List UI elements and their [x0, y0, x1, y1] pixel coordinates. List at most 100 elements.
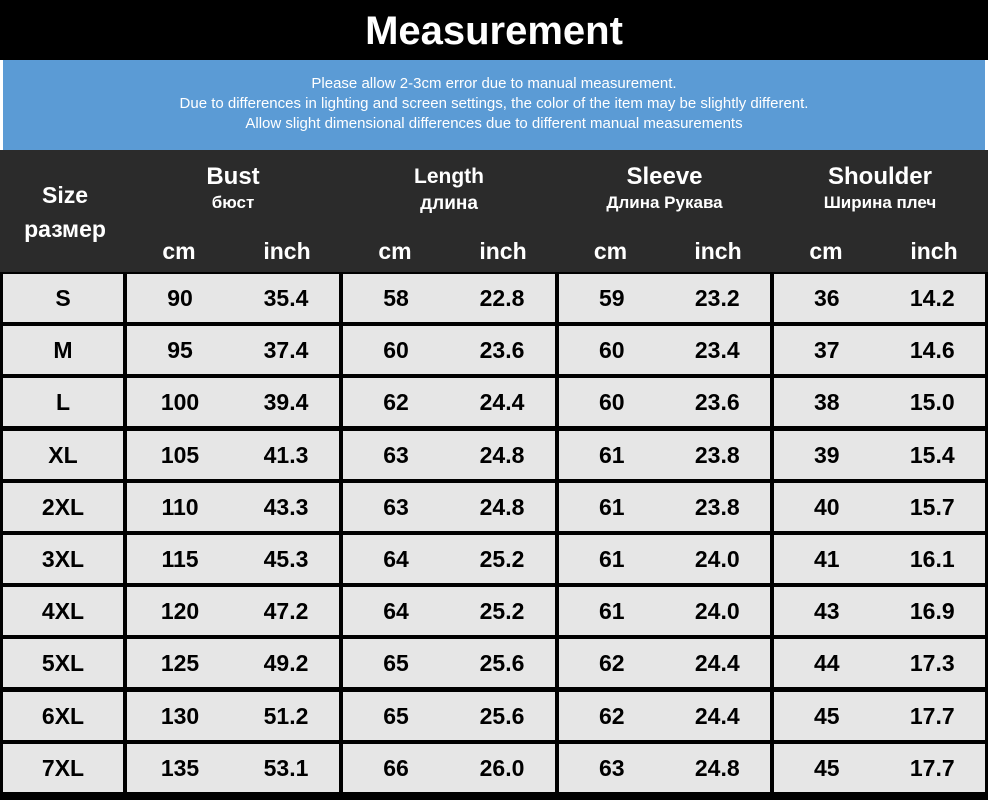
- bust-inch-value: 43.3: [263, 494, 309, 520]
- table-row: 6XL 130 51.2 65 25.6 62 24.4 45 17.7: [0, 692, 988, 740]
- bust-inch-value: 39.4: [263, 389, 309, 415]
- length-cm-value: 65: [383, 650, 409, 676]
- size-cell: XL: [3, 431, 123, 479]
- bust-group-cell: 125 49.2: [127, 639, 339, 687]
- size-cell: 4XL: [3, 587, 123, 635]
- shoulder-inch-value: 15.7: [909, 494, 955, 520]
- size-cell: M: [3, 326, 123, 374]
- title-bar: Measurement: [0, 0, 988, 60]
- sleeve-inch-value: 23.2: [694, 285, 740, 311]
- shoulder-cm-value: 43: [813, 598, 840, 624]
- bust-header-ru: бюст: [211, 193, 255, 212]
- shoulder-cm-value: 45: [813, 703, 840, 729]
- size-cell: 6XL: [3, 692, 123, 740]
- length-header-ru: длина: [420, 193, 478, 214]
- shoulder-group-cell: 45 17.7: [774, 692, 985, 740]
- sleeve-inch-header: inch: [694, 238, 742, 264]
- length-cm-value: 63: [383, 442, 409, 468]
- notice-line: Allow slight dimensional differences due…: [245, 115, 743, 132]
- length-group-cell: 64 25.2: [343, 587, 555, 635]
- length-group-cell: 63 24.8: [343, 483, 555, 531]
- bust-group-cell: 115 45.3: [127, 535, 339, 583]
- bust-cm-value: 90: [167, 285, 193, 311]
- shoulder-header-ru: Ширина плеч: [823, 193, 937, 212]
- sleeve-group-cell: 61 23.8: [559, 483, 770, 531]
- sleeve-cm-value: 60: [598, 337, 625, 363]
- size-cell: 5XL: [3, 639, 123, 687]
- length-group-cell: 66 26.0: [343, 744, 555, 792]
- sleeve-inch-value: 23.4: [694, 337, 740, 363]
- sleeve-cm-value: 61: [598, 598, 625, 624]
- length-inch-value: 25.6: [479, 650, 525, 676]
- sleeve-cm-value: 61: [598, 442, 625, 468]
- bust-inch-value: 41.3: [263, 442, 309, 468]
- bust-inch-value: 45.3: [263, 546, 309, 572]
- bust-group-cell: 135 53.1: [127, 744, 339, 792]
- shoulder-cm-value: 41: [813, 546, 840, 572]
- bust-inch-value: 47.2: [263, 598, 309, 624]
- length-inch-value: 24.8: [479, 494, 525, 520]
- bust-inch-value: 35.4: [263, 285, 309, 311]
- bust-cm-value: 130: [160, 703, 200, 729]
- sleeve-cm-value: 62: [598, 650, 625, 676]
- bust-group-cell: 130 51.2: [127, 692, 339, 740]
- length-cm-value: 58: [383, 285, 409, 311]
- size-header-ru: размер: [24, 216, 106, 242]
- length-inch-value: 25.2: [479, 598, 525, 624]
- bust-cm-value: 105: [160, 442, 200, 468]
- bust-cm-value: 95: [167, 337, 193, 363]
- sleeve-cm-value: 60: [598, 389, 625, 415]
- sleeve-cm-value: 63: [598, 755, 625, 781]
- sleeve-inch-value: 23.8: [694, 494, 740, 520]
- bust-group-cell: 105 41.3: [127, 431, 339, 479]
- length-group-cell: 65 25.6: [343, 639, 555, 687]
- size-table-body: S 90 35.4 58 22.8 59 23.2 36 14.2 M 95 37.4 60 23.6 60…: [0, 272, 988, 800]
- bust-cm-value: 110: [161, 494, 199, 520]
- sleeve-group-cell: 63 24.8: [559, 744, 770, 792]
- length-inch-value: 25.6: [479, 703, 525, 729]
- sleeve-inch-value: 24.4: [694, 703, 740, 729]
- sleeve-inch-value: 23.6: [694, 389, 740, 415]
- length-inch-value: 24.8: [479, 442, 525, 468]
- shoulder-cm-value: 39: [813, 442, 840, 468]
- length-cm-value: 65: [383, 703, 409, 729]
- shoulder-cm-value: 38: [813, 389, 840, 415]
- sleeve-group-cell: 60 23.6: [559, 378, 770, 426]
- shoulder-group-cell: 43 16.9: [774, 587, 985, 635]
- table-row: 5XL 125 49.2 65 25.6 62 24.4 44 17.3: [0, 639, 988, 687]
- bust-cm-value: 120: [160, 598, 200, 624]
- length-inch-value: 25.2: [479, 546, 525, 572]
- length-cm-value: 63: [383, 494, 409, 520]
- bust-inch-value: 51.2: [263, 703, 309, 729]
- length-cm-header: cm: [378, 238, 412, 264]
- table-row: M 95 37.4 60 23.6 60 23.4 37 14.6: [0, 326, 988, 374]
- size-header: Size: [41, 182, 89, 208]
- shoulder-inch-value: 15.0: [909, 389, 955, 415]
- sleeve-inch-value: 24.4: [694, 650, 740, 676]
- bust-cm-header: cm: [162, 238, 196, 264]
- shoulder-group-cell: 40 15.7: [774, 483, 985, 531]
- shoulder-group-cell: 41 16.1: [774, 535, 985, 583]
- sleeve-group-cell: 62 24.4: [559, 639, 770, 687]
- shoulder-cm-header: cm: [809, 238, 843, 264]
- sleeve-inch-value: 24.0: [694, 598, 740, 624]
- shoulder-group-cell: 45 17.7: [774, 744, 985, 792]
- bust-cm-value: 135: [160, 755, 200, 781]
- shoulder-cm-value: 40: [813, 494, 840, 520]
- sleeve-group-cell: 61 23.8: [559, 431, 770, 479]
- sleeve-group-cell: 61 24.0: [559, 587, 770, 635]
- shoulder-group-cell: 37 14.6: [774, 326, 985, 374]
- table-row: 7XL 135 53.1 66 26.0 63 24.8 45 17.7: [0, 744, 988, 792]
- shoulder-group-cell: 36 14.2: [774, 274, 985, 322]
- sleeve-group-cell: 60 23.4: [559, 326, 770, 374]
- bust-inch-value: 37.4: [263, 337, 309, 363]
- size-cell: 7XL: [3, 744, 123, 792]
- length-inch-header: inch: [479, 238, 527, 264]
- bust-group-cell: 120 47.2: [127, 587, 339, 635]
- page-title: Measurement: [365, 9, 623, 53]
- length-inch-value: 24.4: [479, 389, 525, 415]
- shoulder-cm-value: 45: [813, 755, 840, 781]
- bust-header: Bust: [206, 163, 260, 190]
- size-cell: S: [3, 274, 123, 322]
- length-group-cell: 62 24.4: [343, 378, 555, 426]
